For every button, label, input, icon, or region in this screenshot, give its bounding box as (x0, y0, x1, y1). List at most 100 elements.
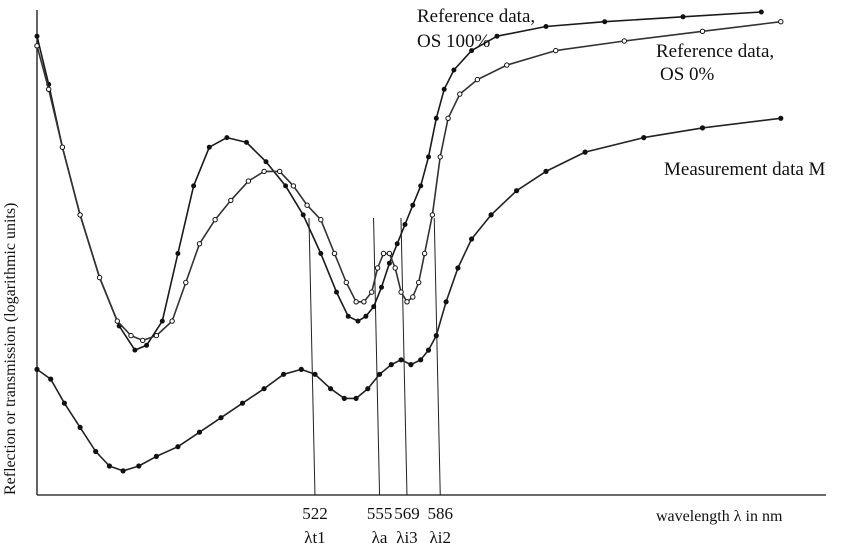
data-point-1-4 (97, 275, 101, 279)
data-point-2-1 (49, 377, 53, 381)
data-point-2-37 (779, 116, 783, 120)
data-point-0-16 (301, 213, 305, 217)
data-point-1-19 (319, 218, 323, 222)
data-point-1-17 (291, 184, 295, 188)
data-point-2-14 (282, 372, 286, 376)
data-point-2-23 (399, 358, 403, 362)
data-point-2-13 (262, 387, 266, 391)
data-point-1-42 (700, 29, 704, 33)
data-point-1-10 (184, 280, 188, 284)
marker-line-586 (434, 218, 440, 495)
data-point-0-26 (403, 223, 407, 227)
data-point-1-41 (622, 39, 626, 43)
data-point-2-27 (434, 334, 438, 338)
data-point-0-10 (192, 184, 196, 188)
data-point-2-29 (456, 266, 460, 270)
data-point-1-22 (354, 300, 358, 304)
data-point-1-13 (229, 198, 233, 202)
data-point-0-22 (372, 305, 376, 309)
data-point-1-31 (411, 295, 415, 299)
data-point-0-17 (319, 252, 323, 256)
data-point-2-11 (219, 416, 223, 420)
data-point-2-26 (426, 348, 430, 352)
data-point-1-6 (129, 333, 133, 337)
series-label-os100-line1: Reference data, (417, 6, 535, 27)
data-point-0-8 (160, 319, 164, 323)
data-point-2-32 (515, 189, 519, 193)
data-point-1-29 (399, 290, 403, 294)
data-point-2-31 (489, 213, 493, 217)
data-point-2-36 (700, 126, 704, 130)
marker-symbol-1: λa (372, 528, 388, 547)
marker-symbol-3: λi2 (430, 528, 451, 547)
data-point-0-11 (207, 145, 211, 149)
data-point-1-14 (246, 179, 250, 183)
data-point-1-23 (362, 300, 366, 304)
data-point-0-0 (35, 34, 39, 38)
data-point-1-37 (458, 92, 462, 96)
data-point-1-30 (405, 300, 409, 304)
data-point-2-24 (409, 363, 413, 367)
marker-symbol-2: λi3 (396, 528, 417, 547)
data-point-1-32 (417, 280, 421, 284)
data-point-2-15 (299, 367, 303, 371)
data-point-2-5 (107, 464, 111, 468)
series-0 (35, 10, 763, 352)
data-point-2-6 (121, 469, 125, 473)
data-point-1-0 (35, 44, 39, 48)
data-point-2-22 (389, 363, 393, 367)
data-point-1-24 (370, 290, 374, 294)
data-point-1-39 (505, 63, 509, 67)
data-point-0-28 (419, 184, 423, 188)
data-point-2-17 (329, 387, 333, 391)
data-point-0-15 (284, 184, 288, 188)
data-point-2-8 (154, 454, 158, 458)
data-point-0-36 (603, 20, 607, 24)
data-point-0-24 (387, 261, 391, 265)
data-point-1-20 (332, 251, 336, 255)
series-label-os100-line2: OS 100% (417, 31, 491, 52)
tick-label-522: 522 (302, 504, 328, 523)
data-point-0-32 (452, 68, 456, 72)
data-point-2-7 (137, 464, 141, 468)
data-point-0-18 (335, 290, 339, 294)
x-axis-label: wavelength λ in nm (656, 508, 783, 525)
data-point-0-31 (442, 87, 446, 91)
series-label-measurement: Measurement data M (664, 159, 826, 180)
data-point-2-33 (544, 169, 548, 173)
data-point-1-1 (47, 87, 51, 91)
series-label-os0-line2: OS 0% (660, 64, 715, 85)
data-point-0-29 (427, 155, 431, 159)
data-point-1-16 (278, 169, 282, 173)
tick-label-569: 569 (394, 504, 420, 523)
data-point-0-38 (759, 10, 763, 14)
data-point-2-12 (240, 401, 244, 405)
data-point-0-13 (245, 140, 249, 144)
data-point-0-25 (395, 242, 399, 246)
data-point-2-3 (78, 425, 82, 429)
data-point-1-25 (375, 266, 379, 270)
tick-label-586: 586 (427, 504, 453, 523)
data-point-1-11 (197, 242, 201, 246)
data-point-2-2 (62, 401, 66, 405)
data-point-2-4 (94, 449, 98, 453)
data-point-2-21 (378, 372, 382, 376)
data-point-0-37 (681, 15, 685, 19)
data-point-1-34 (430, 213, 434, 217)
data-point-2-20 (366, 387, 370, 391)
data-point-1-26 (381, 251, 385, 255)
data-point-2-34 (583, 150, 587, 154)
data-point-2-30 (470, 237, 474, 241)
series-line-0 (37, 12, 761, 350)
data-point-2-10 (197, 430, 201, 434)
data-point-2-9 (176, 445, 180, 449)
data-point-1-9 (170, 319, 174, 323)
data-point-0-34 (495, 34, 499, 38)
data-point-1-33 (422, 251, 426, 255)
data-point-1-35 (438, 155, 442, 159)
data-point-1-7 (141, 338, 145, 342)
data-point-1-5 (115, 319, 119, 323)
data-point-1-21 (344, 280, 348, 284)
series-label-os0-line1: Reference data, (656, 41, 774, 62)
